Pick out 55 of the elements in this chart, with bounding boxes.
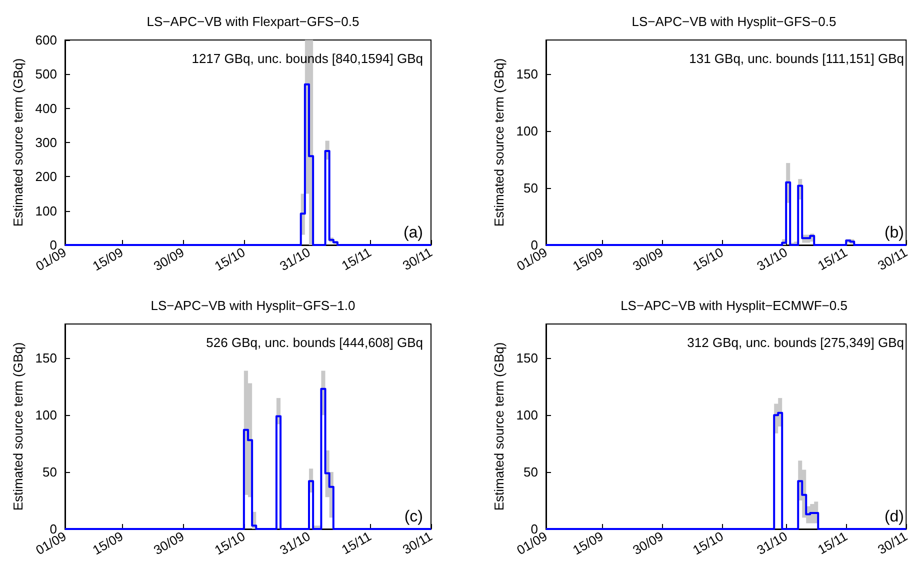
x-tick-label: 15/09 — [90, 528, 126, 558]
y-tick-label: 0 — [530, 522, 538, 536]
x-tick-label: 30/11 — [400, 528, 435, 558]
y-tick-label: 100 — [35, 408, 57, 423]
x-tick-label: 30/11 — [875, 528, 910, 558]
y-axis-title: Estimated source term (GBq) — [491, 342, 506, 511]
annotation: 526 GBq, unc. bounds [444,608] GBq — [206, 335, 424, 350]
y-tick-label: 50 — [524, 464, 538, 480]
y-tick-label: 50 — [42, 464, 57, 480]
annotation: (b) — [884, 224, 904, 242]
annotation: 1217 GBq, unc. bounds [840,1594] GBq — [192, 51, 424, 66]
y-tick-label: 150 — [516, 66, 538, 82]
x-tick-label: 30/09 — [151, 244, 187, 274]
y-tick-label: 0 — [50, 522, 57, 536]
annotation: (c) — [404, 508, 423, 526]
x-tick-label: 15/11 — [815, 244, 850, 274]
annotation: 312 GBq, unc. bounds [275,349] GBq — [687, 335, 904, 350]
y-tick-label: 200 — [35, 169, 57, 184]
x-tick-label: 15/09 — [570, 244, 606, 274]
x-tick-label: 30/11 — [400, 244, 435, 274]
y-tick-label: 600 — [35, 32, 57, 48]
x-tick-label: 31/10 — [754, 244, 790, 274]
annotation: 131 GBq, unc. bounds [111,151] GBq — [689, 51, 904, 66]
y-tick-label: 150 — [35, 350, 57, 366]
x-tick-label: 15/11 — [338, 244, 374, 274]
chart-title: LS−APC−VB with Flexpart−GFS−0.5 — [146, 14, 360, 29]
x-tick-label: 30/09 — [151, 528, 187, 558]
x-tick-label: 15/11 — [815, 528, 850, 558]
y-tick-label: 400 — [35, 100, 57, 116]
y-axis-title: Estimated source term (GBq) — [10, 58, 26, 227]
x-tick-label: 15/09 — [90, 244, 126, 274]
y-tick-label: 100 — [516, 408, 538, 423]
x-tick-label: 30/09 — [630, 244, 666, 274]
annotation: (a) — [403, 224, 424, 242]
x-tick-label: 31/10 — [754, 528, 790, 558]
y-tick-label: 300 — [35, 135, 57, 150]
y-tick-label: 50 — [524, 180, 538, 196]
y-tick-label: 0 — [530, 238, 538, 252]
y-tick-label: 100 — [35, 203, 57, 218]
y-axis-title: Estimated source term (GBq) — [10, 342, 26, 511]
x-tick-label: 31/10 — [277, 244, 313, 274]
x-tick-label: 30/09 — [630, 528, 666, 558]
y-axis-title: Estimated source term (GBq) — [491, 58, 506, 227]
x-tick-label: 15/11 — [338, 528, 374, 558]
x-tick-label: 30/11 — [875, 244, 910, 274]
y-tick-label: 100 — [516, 124, 538, 139]
y-tick-label: 0 — [50, 238, 57, 252]
y-tick-label: 500 — [35, 66, 57, 82]
chart-title: LS−APC−VB with Hysplit−GFS−1.0 — [150, 298, 356, 313]
chart-title: LS−APC−VB with Hysplit−ECMWF−0.5 — [620, 298, 848, 313]
y-tick-label: 150 — [516, 350, 538, 366]
chart-title: LS−APC−VB with Hysplit−GFS−0.5 — [632, 14, 836, 29]
x-tick-label: 31/10 — [277, 528, 313, 558]
x-tick-label: 15/09 — [570, 528, 606, 558]
annotation: (d) — [884, 508, 904, 526]
